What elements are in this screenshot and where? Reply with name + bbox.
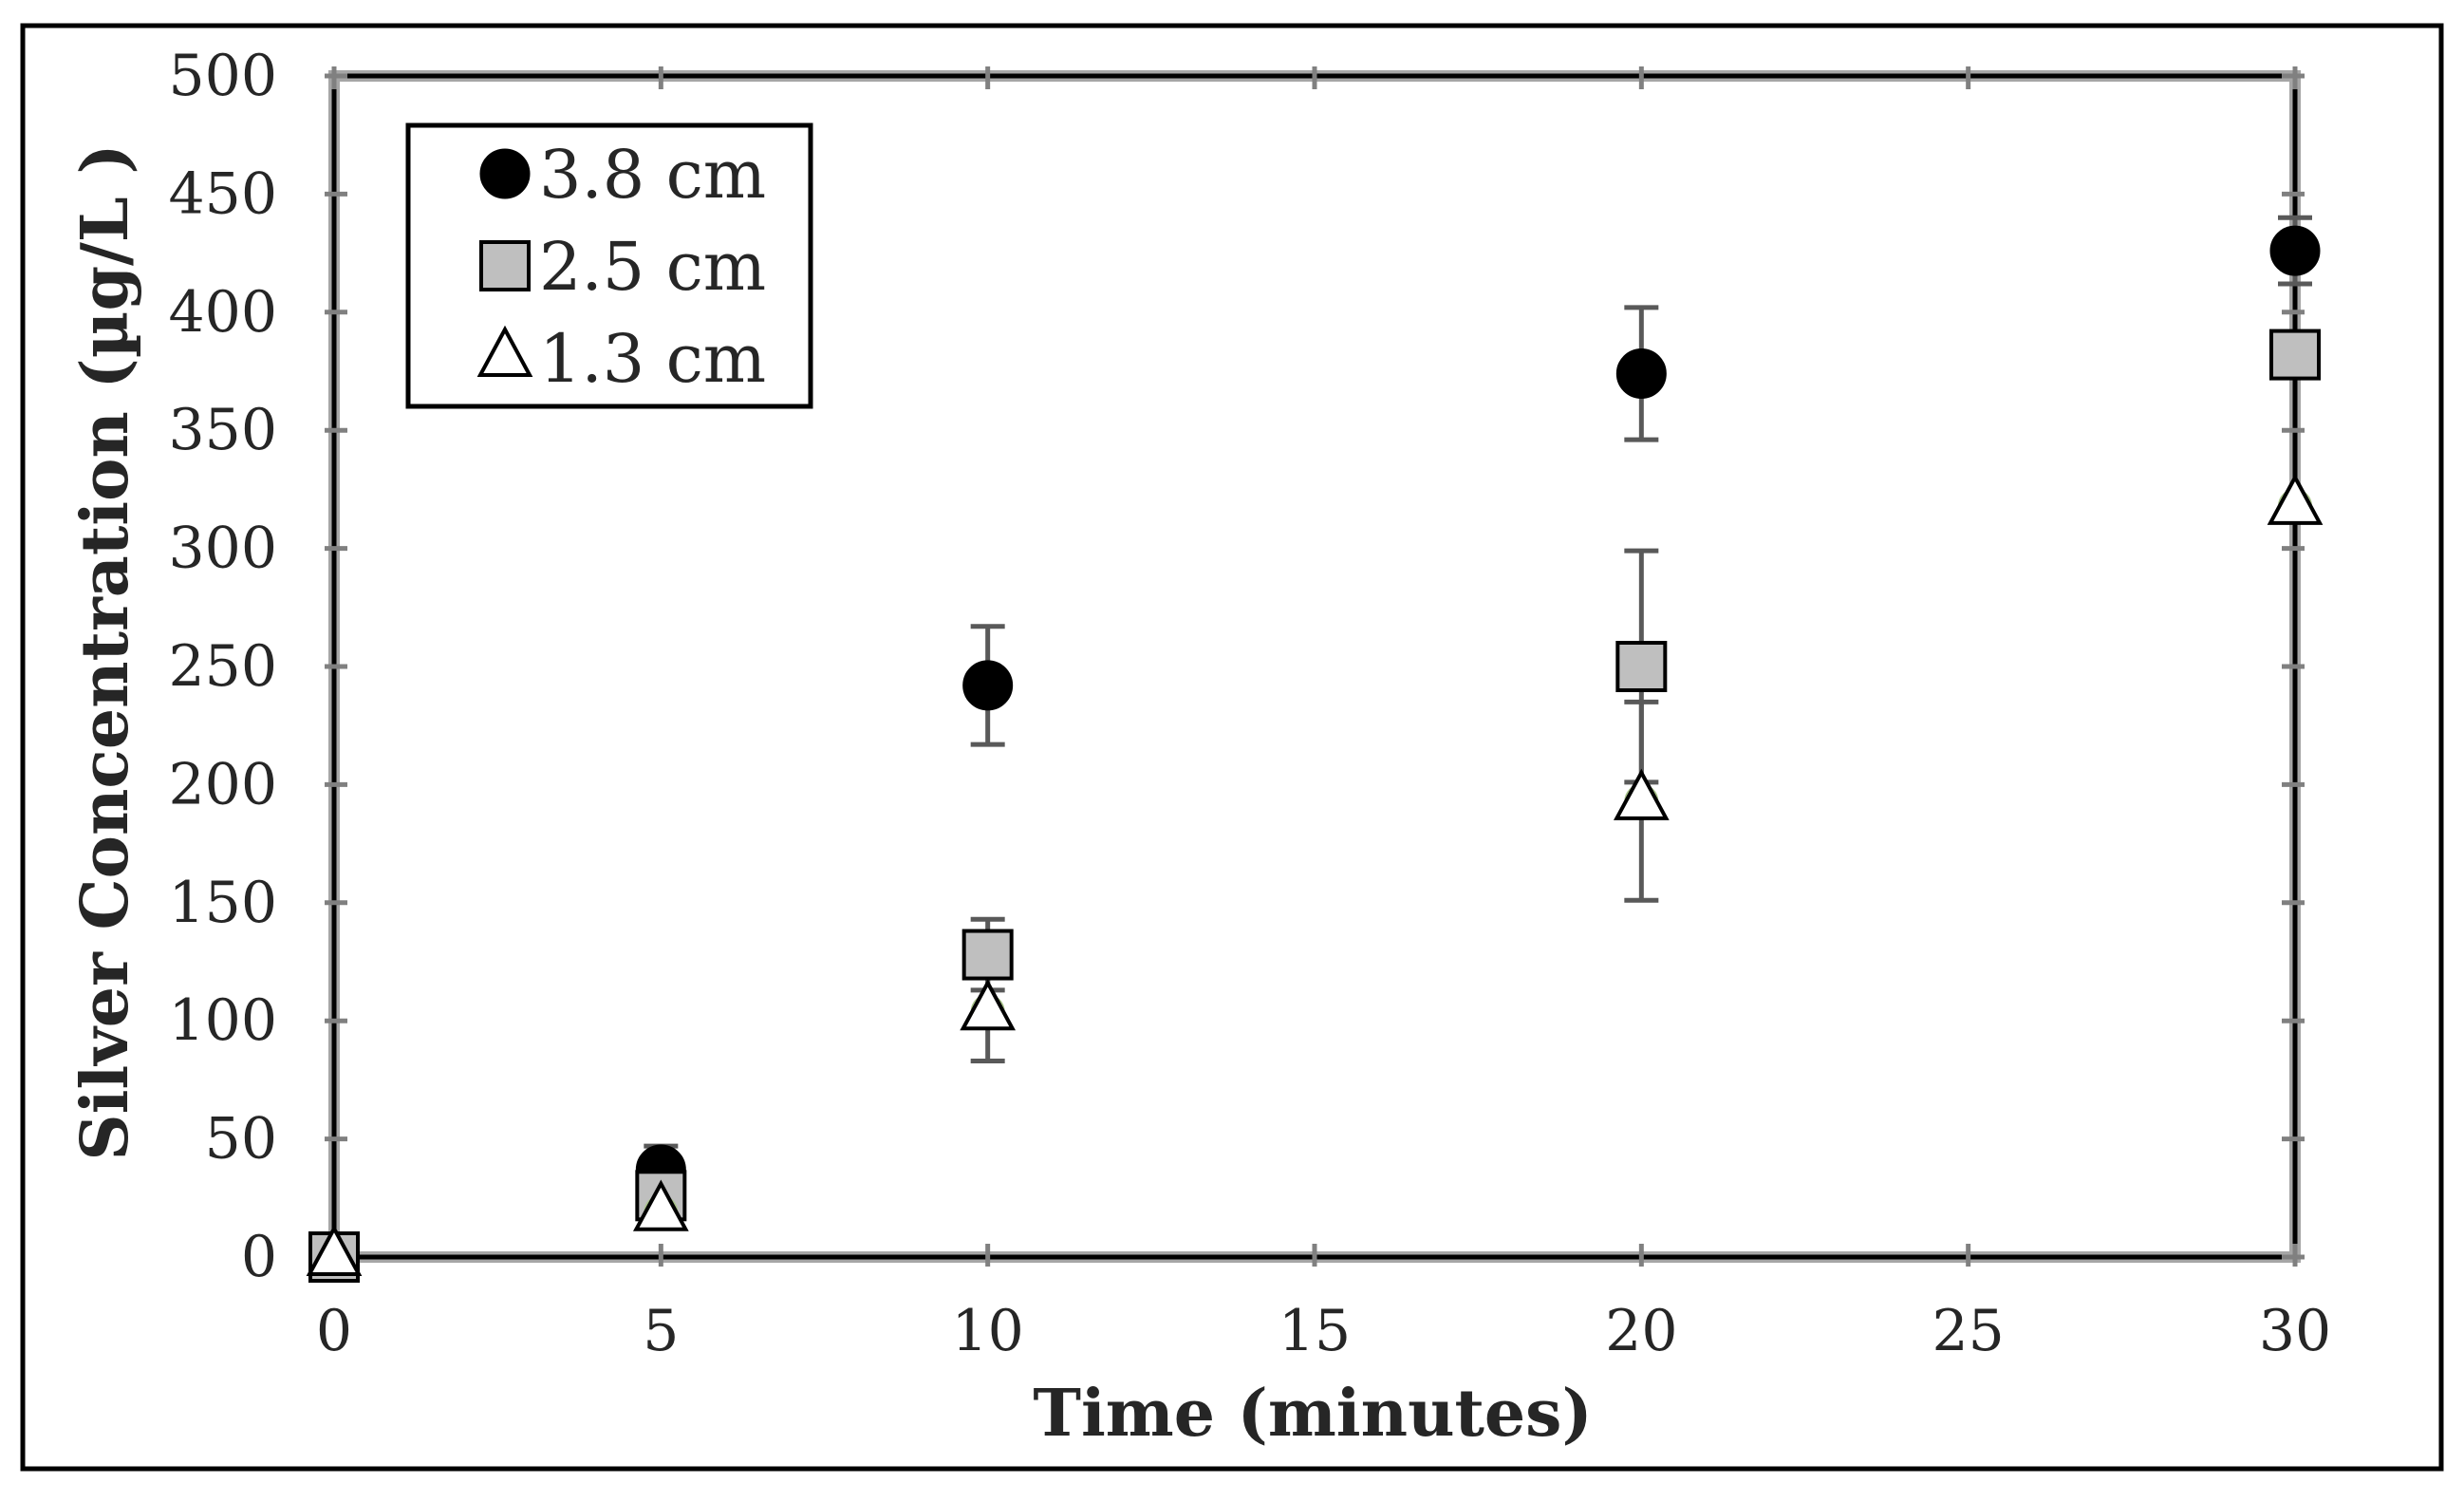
x-tick-label: 5 (643, 1298, 679, 1364)
y-tick-label: 50 (205, 1106, 277, 1173)
y-tick-label: 450 (168, 160, 277, 227)
y-tick-label: 200 (168, 751, 277, 817)
data-point-circle (2269, 225, 2321, 276)
legend: 3.8 cm 2.5 cm 1.3 cm (405, 122, 813, 409)
legend-label: 3.8 cm (539, 136, 766, 214)
data-point-square (2269, 329, 2321, 381)
legend-marker-circle (479, 148, 531, 199)
legend-box (405, 122, 813, 409)
plot-area: 0 50 100 150 200 250 300 350 400 450 500 0 5 10 15 20 25… (168, 43, 2331, 1364)
y-tick-label: 100 (168, 987, 277, 1054)
y-tick-label: 500 (168, 43, 277, 109)
y-tick-label: 350 (168, 397, 277, 463)
x-tick-label: 20 (1605, 1298, 1677, 1364)
legend-label: 1.3 cm (539, 320, 766, 398)
data-point-square (961, 929, 1014, 981)
data-point-triangle (632, 1179, 689, 1231)
legend-marker-square (479, 240, 531, 291)
data-point-circle (1615, 347, 1667, 399)
data-point-triangle (960, 979, 1017, 1031)
y-axis-title: Silver Concentration (µg/L ) (67, 143, 143, 1160)
data-point-triangle (1613, 768, 1670, 820)
x-tick-label: 0 (316, 1298, 352, 1364)
data-point-square (1615, 641, 1668, 692)
y-tick-label: 400 (168, 279, 277, 346)
x-tick-label: 30 (2259, 1298, 2331, 1364)
legend-marker-triangle (476, 325, 533, 377)
data-point-triangle (306, 1224, 363, 1276)
x-tick-label: 10 (951, 1298, 1023, 1364)
y-tick-label: 250 (168, 633, 277, 700)
x-tick-label: 25 (1932, 1298, 2004, 1364)
y-tick-label: 300 (168, 516, 277, 582)
data-point-triangle (2267, 473, 2324, 525)
y-tick-label: 0 (241, 1224, 277, 1290)
x-axis-title: Time (minutes) (1033, 1376, 1592, 1452)
y-tick-label: 150 (168, 870, 277, 936)
data-point-circle (962, 660, 1014, 711)
legend-label: 2.5 cm (539, 228, 766, 306)
x-tick-label: 15 (1279, 1298, 1351, 1364)
